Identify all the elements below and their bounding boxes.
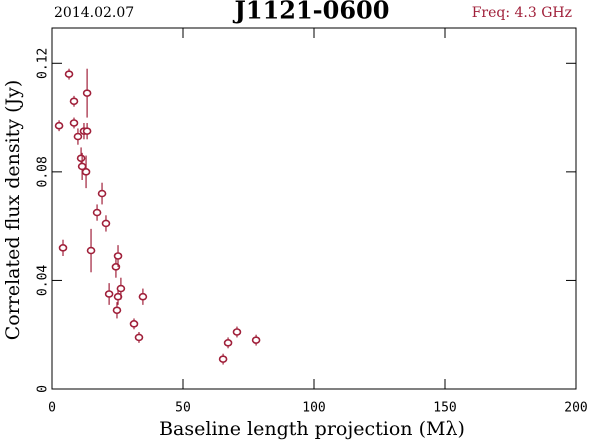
- point: [138, 292, 148, 301]
- point: [232, 328, 242, 336]
- point: [113, 252, 123, 260]
- point: [82, 89, 92, 97]
- point: [129, 320, 139, 328]
- point: [97, 189, 107, 198]
- point: [64, 70, 74, 78]
- x-tick-label: 100: [302, 401, 325, 416]
- chart-title: J1121-0600: [233, 0, 390, 25]
- x-tick-label: 200: [564, 401, 587, 416]
- y-axis-label: Correlated flux density (Jy): [2, 80, 24, 341]
- point: [116, 284, 126, 293]
- point: [112, 306, 122, 315]
- point: [58, 244, 68, 252]
- y-tick-label: 0.12: [36, 48, 51, 79]
- point: [54, 121, 64, 130]
- point: [134, 333, 144, 342]
- x-tick-label: 150: [433, 401, 456, 416]
- y-tick-label: 0: [36, 385, 51, 393]
- point: [101, 219, 111, 228]
- y-tick-label: 0.08: [36, 156, 51, 187]
- point: [73, 132, 83, 141]
- point: [69, 97, 79, 106]
- point: [223, 339, 233, 347]
- point: [218, 355, 228, 363]
- point: [76, 154, 86, 163]
- point: [113, 292, 123, 301]
- x-axis-label: Baseline length projection (Mλ): [159, 418, 465, 440]
- point: [251, 336, 261, 344]
- x-tick-label: 0: [48, 401, 56, 416]
- date: 2014.02.07: [54, 5, 134, 21]
- plot-frame: [51, 27, 577, 390]
- point: [104, 290, 114, 298]
- point: [92, 208, 102, 217]
- point: [69, 119, 79, 127]
- x-tick-label: 50: [175, 401, 191, 416]
- y-tick-label: 0.04: [36, 265, 51, 296]
- point: [86, 246, 96, 255]
- point: [81, 168, 91, 176]
- frequency: Freq: 4.3 GHz: [472, 5, 572, 21]
- point: [82, 127, 92, 135]
